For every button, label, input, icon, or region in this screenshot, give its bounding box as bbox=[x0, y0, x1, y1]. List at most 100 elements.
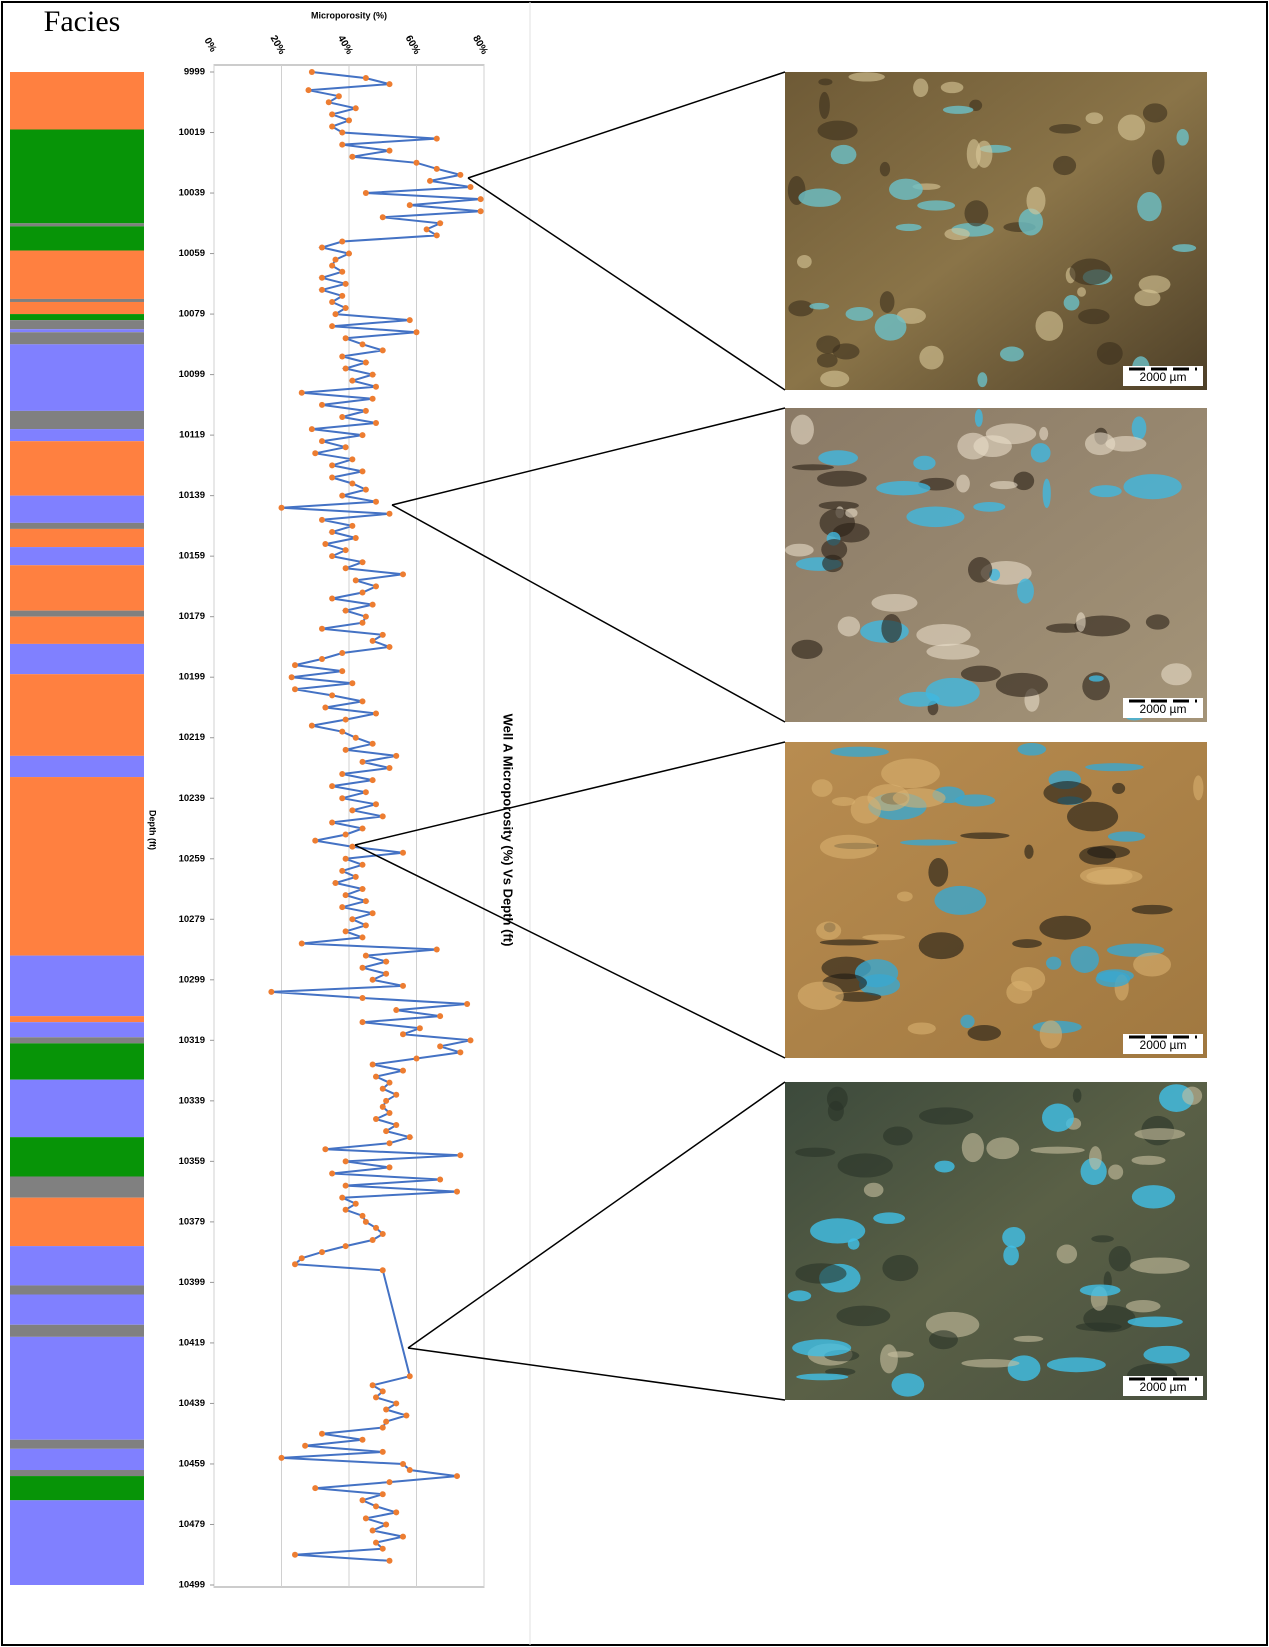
photo-texture bbox=[961, 1133, 984, 1163]
data-point bbox=[339, 728, 346, 735]
photo-texture bbox=[1123, 474, 1182, 500]
data-point bbox=[342, 1206, 349, 1213]
photo-texture bbox=[926, 643, 980, 660]
connector bbox=[407, 1347, 786, 1401]
data-point bbox=[288, 674, 295, 681]
photo-texture bbox=[995, 672, 1048, 697]
photo-texture bbox=[836, 1305, 891, 1327]
data-point bbox=[292, 1551, 298, 1558]
connector bbox=[467, 177, 786, 391]
facies-interval bbox=[10, 223, 144, 227]
data-point bbox=[308, 69, 315, 75]
data-point bbox=[383, 1128, 390, 1135]
data-point bbox=[400, 1533, 406, 1540]
data-point bbox=[342, 547, 349, 554]
photo-texture bbox=[999, 346, 1024, 362]
data-point bbox=[349, 480, 356, 487]
photo-texture bbox=[977, 372, 988, 388]
data-point bbox=[437, 1176, 444, 1183]
facies-interval bbox=[10, 250, 144, 299]
photo-texture bbox=[822, 554, 844, 573]
data-point bbox=[292, 686, 298, 693]
photo-texture bbox=[889, 178, 923, 200]
data-point bbox=[379, 1448, 386, 1455]
facies-interval bbox=[10, 329, 144, 333]
data-point bbox=[369, 371, 376, 378]
connector bbox=[467, 71, 786, 179]
data-point bbox=[349, 153, 356, 160]
data-point bbox=[298, 940, 305, 947]
photo-texture bbox=[1089, 1146, 1102, 1170]
facies-interval bbox=[10, 1022, 144, 1038]
data-point bbox=[386, 147, 393, 154]
data-point bbox=[342, 1243, 349, 1250]
photo-texture bbox=[819, 91, 830, 120]
photo-texture bbox=[973, 435, 1012, 458]
data-point bbox=[329, 553, 336, 560]
data-point bbox=[342, 444, 349, 451]
photo-texture bbox=[1039, 1020, 1063, 1049]
photo-texture bbox=[1133, 952, 1172, 977]
photo-texture bbox=[1127, 1316, 1183, 1328]
data-point bbox=[369, 1237, 376, 1244]
data-point bbox=[352, 1200, 359, 1207]
data-point bbox=[433, 135, 440, 142]
data-point bbox=[319, 438, 325, 445]
facies-interval bbox=[10, 547, 144, 566]
photo-texture bbox=[881, 614, 902, 643]
data-point bbox=[292, 1261, 298, 1268]
facies-interval bbox=[10, 1285, 144, 1295]
photo-texture bbox=[919, 345, 944, 370]
data-point bbox=[362, 789, 369, 796]
data-point bbox=[319, 244, 325, 251]
photo-texture bbox=[1035, 311, 1064, 341]
data-point bbox=[359, 589, 366, 596]
y-tick-label: 10379 bbox=[179, 1216, 205, 1227]
data-point bbox=[322, 541, 329, 548]
data-point bbox=[362, 359, 369, 366]
data-point bbox=[454, 1473, 460, 1480]
y-axis-title: Depth (ft) bbox=[148, 810, 158, 850]
photo-texture bbox=[928, 858, 949, 887]
data-point bbox=[369, 637, 376, 644]
photo-texture bbox=[1046, 956, 1062, 970]
photo-texture bbox=[892, 788, 946, 808]
data-point bbox=[359, 432, 366, 439]
facies-interval bbox=[10, 528, 144, 548]
data-point bbox=[332, 256, 339, 263]
data-point bbox=[433, 232, 440, 239]
photo-texture bbox=[787, 1290, 812, 1302]
data-point bbox=[359, 1436, 366, 1443]
data-point bbox=[427, 177, 433, 184]
photo-texture bbox=[961, 1359, 1020, 1368]
photo-texture bbox=[795, 1147, 836, 1158]
data-point bbox=[352, 535, 359, 542]
data-point bbox=[362, 1515, 369, 1522]
data-point bbox=[319, 516, 325, 523]
data-point bbox=[352, 577, 359, 584]
data-point bbox=[342, 607, 349, 614]
photo-texture bbox=[960, 832, 1010, 839]
data-point bbox=[349, 456, 356, 463]
data-point bbox=[386, 764, 393, 771]
data-point bbox=[383, 1406, 390, 1413]
connector bbox=[391, 504, 786, 723]
x-axis-title: Microporosity (%) bbox=[311, 10, 387, 20]
facies-interval bbox=[10, 1336, 144, 1440]
y-tick-label: 10319 bbox=[179, 1035, 205, 1046]
photo-texture bbox=[942, 105, 974, 114]
data-point bbox=[342, 928, 349, 935]
data-point bbox=[406, 1467, 413, 1474]
y-tick-label: 10199 bbox=[179, 672, 205, 683]
data-point bbox=[342, 280, 349, 287]
photo-texture bbox=[817, 120, 858, 141]
data-point bbox=[369, 777, 376, 784]
data-point bbox=[302, 1442, 309, 1449]
data-point bbox=[329, 298, 336, 305]
data-point bbox=[373, 801, 379, 808]
photo-texture bbox=[850, 795, 882, 824]
data-point bbox=[379, 631, 386, 638]
data-point bbox=[352, 105, 359, 112]
data-point bbox=[342, 1158, 349, 1165]
